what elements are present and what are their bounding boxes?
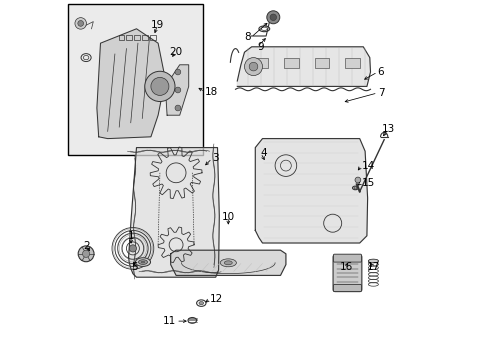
Text: 15: 15 xyxy=(361,177,374,188)
Polygon shape xyxy=(237,47,370,86)
Circle shape xyxy=(175,87,181,93)
Bar xyxy=(253,58,267,68)
FancyBboxPatch shape xyxy=(333,284,361,292)
Circle shape xyxy=(144,71,175,102)
Polygon shape xyxy=(255,139,367,243)
Circle shape xyxy=(75,18,86,29)
Text: 6: 6 xyxy=(377,67,384,77)
Text: 11: 11 xyxy=(163,316,176,326)
Text: 8: 8 xyxy=(244,32,250,42)
Text: 1: 1 xyxy=(127,231,134,241)
Text: 10: 10 xyxy=(221,212,234,222)
Polygon shape xyxy=(128,148,219,277)
Bar xyxy=(118,35,124,40)
Bar xyxy=(284,58,298,68)
FancyBboxPatch shape xyxy=(333,254,361,262)
Circle shape xyxy=(266,11,279,24)
Ellipse shape xyxy=(199,302,203,305)
Text: 20: 20 xyxy=(168,47,182,57)
Circle shape xyxy=(78,21,83,26)
Text: 12: 12 xyxy=(210,294,223,304)
Ellipse shape xyxy=(220,259,236,267)
Ellipse shape xyxy=(138,260,147,264)
Text: 3: 3 xyxy=(212,153,218,163)
Bar xyxy=(150,35,156,40)
Circle shape xyxy=(78,246,94,262)
Bar xyxy=(142,35,148,40)
Text: 19: 19 xyxy=(150,20,163,30)
Bar xyxy=(68,4,203,155)
Text: 9: 9 xyxy=(257,42,264,52)
Text: 17: 17 xyxy=(366,262,379,272)
Text: 2: 2 xyxy=(82,240,89,251)
Circle shape xyxy=(175,69,181,75)
Circle shape xyxy=(82,250,89,257)
Text: 18: 18 xyxy=(204,87,218,97)
Ellipse shape xyxy=(135,258,150,266)
Polygon shape xyxy=(165,65,188,115)
FancyBboxPatch shape xyxy=(332,255,361,292)
Ellipse shape xyxy=(367,259,378,263)
Circle shape xyxy=(249,62,257,71)
Bar xyxy=(314,58,328,68)
Bar xyxy=(134,35,140,40)
Circle shape xyxy=(129,245,136,252)
Text: 13: 13 xyxy=(381,124,394,134)
Circle shape xyxy=(244,58,262,76)
Text: 5: 5 xyxy=(131,262,138,272)
Text: 4: 4 xyxy=(260,148,267,158)
Polygon shape xyxy=(170,250,285,275)
Ellipse shape xyxy=(224,261,232,265)
Text: 7: 7 xyxy=(377,88,384,98)
Circle shape xyxy=(269,14,276,21)
Ellipse shape xyxy=(141,261,144,263)
Text: 14: 14 xyxy=(361,161,374,171)
Polygon shape xyxy=(97,29,165,139)
Circle shape xyxy=(151,77,168,95)
Text: 16: 16 xyxy=(339,262,352,272)
Circle shape xyxy=(175,105,181,111)
Bar xyxy=(126,35,132,40)
Circle shape xyxy=(354,177,360,183)
Bar xyxy=(345,58,359,68)
